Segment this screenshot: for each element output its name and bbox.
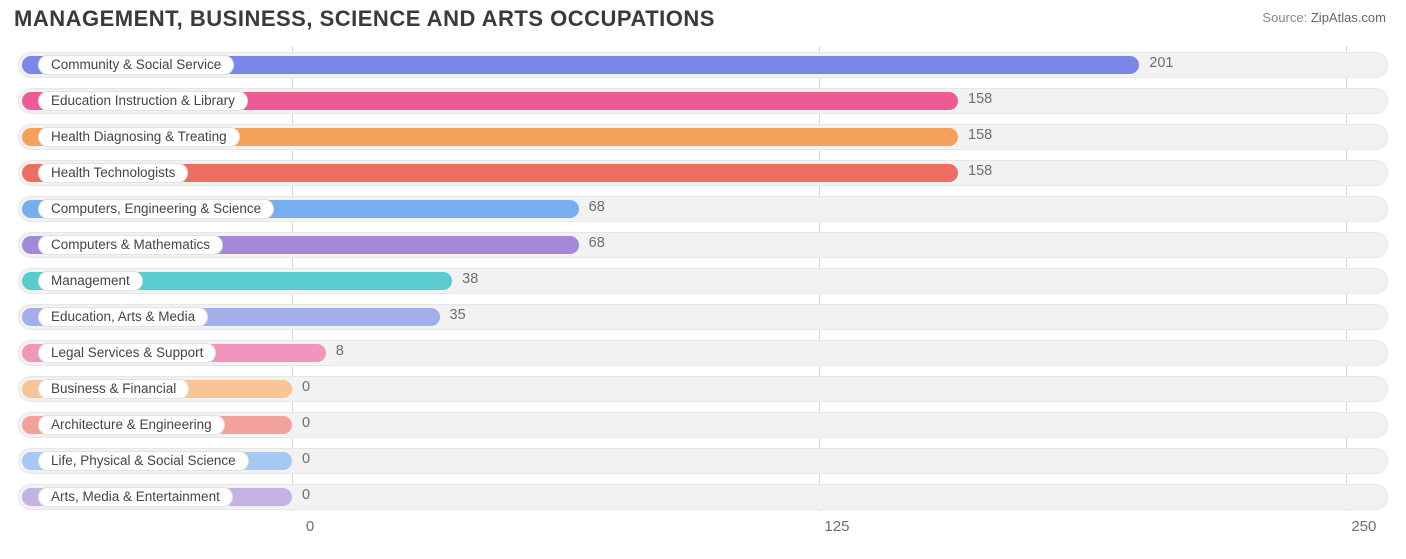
category-chip: Education Instruction & Library (38, 91, 248, 111)
bar-row: Computers & Mathematics 68 (18, 232, 1388, 258)
bar-value-label: 158 (968, 91, 992, 107)
x-tick-label: 125 (824, 518, 849, 535)
category-chip: Education, Arts & Media (38, 307, 208, 327)
bar-value-label: 35 (450, 307, 466, 323)
bar-row: Life, Physical & Social Science 0 (18, 448, 1388, 474)
category-chip: Health Diagnosing & Treating (38, 127, 240, 147)
chart-area: Community & Social Service 201 Education I… (18, 46, 1388, 535)
bar-value-label: 158 (968, 163, 992, 179)
bar-row: Architecture & Engineering 0 (18, 412, 1388, 438)
bar-value-label: 0 (302, 415, 310, 431)
category-chip: Computers & Mathematics (38, 235, 223, 255)
source-name: ZipAtlas.com (1311, 10, 1386, 25)
source-label: Source: (1262, 10, 1307, 25)
bar-value-label: 8 (336, 343, 344, 359)
bar-value-label: 68 (589, 235, 605, 251)
bar-value-label: 201 (1149, 55, 1173, 71)
bar-value-label: 0 (302, 379, 310, 395)
x-tick-label: 250 (1351, 518, 1376, 535)
bar-value-label: 68 (589, 199, 605, 215)
bar-value-label: 0 (302, 451, 310, 467)
bar-row: Education, Arts & Media 35 (18, 304, 1388, 330)
bar-row: Business & Financial 0 (18, 376, 1388, 402)
bar-value-label: 0 (302, 487, 310, 503)
category-chip: Life, Physical & Social Science (38, 451, 249, 471)
x-tick-label: 0 (306, 518, 314, 535)
bar-row: Health Diagnosing & Treating 158 (18, 124, 1388, 150)
bar-row: Health Technologists 158 (18, 160, 1388, 186)
bar-row: Management 38 (18, 268, 1388, 294)
category-chip: Arts, Media & Entertainment (38, 487, 233, 507)
bar-row: Legal Services & Support 8 (18, 340, 1388, 366)
category-chip: Management (38, 271, 143, 291)
category-chip: Architecture & Engineering (38, 415, 225, 435)
bar-row: Community & Social Service 201 (18, 52, 1388, 78)
chart-title: MANAGEMENT, BUSINESS, SCIENCE AND ARTS O… (14, 6, 715, 32)
bar-row: Computers, Engineering & Science 68 (18, 196, 1388, 222)
bar-value-label: 38 (462, 271, 478, 287)
bar-value-label: 158 (968, 127, 992, 143)
bar-row: Arts, Media & Entertainment 0 (18, 484, 1388, 510)
category-chip: Legal Services & Support (38, 343, 216, 363)
plot-region: Community & Social Service 201 Education I… (18, 46, 1388, 511)
category-chip: Community & Social Service (38, 55, 234, 75)
source-attribution: Source: ZipAtlas.com (1262, 10, 1386, 25)
category-chip: Computers, Engineering & Science (38, 199, 274, 219)
bar-row: Education Instruction & Library 158 (18, 88, 1388, 114)
category-chip: Business & Financial (38, 379, 189, 399)
category-chip: Health Technologists (38, 163, 188, 183)
